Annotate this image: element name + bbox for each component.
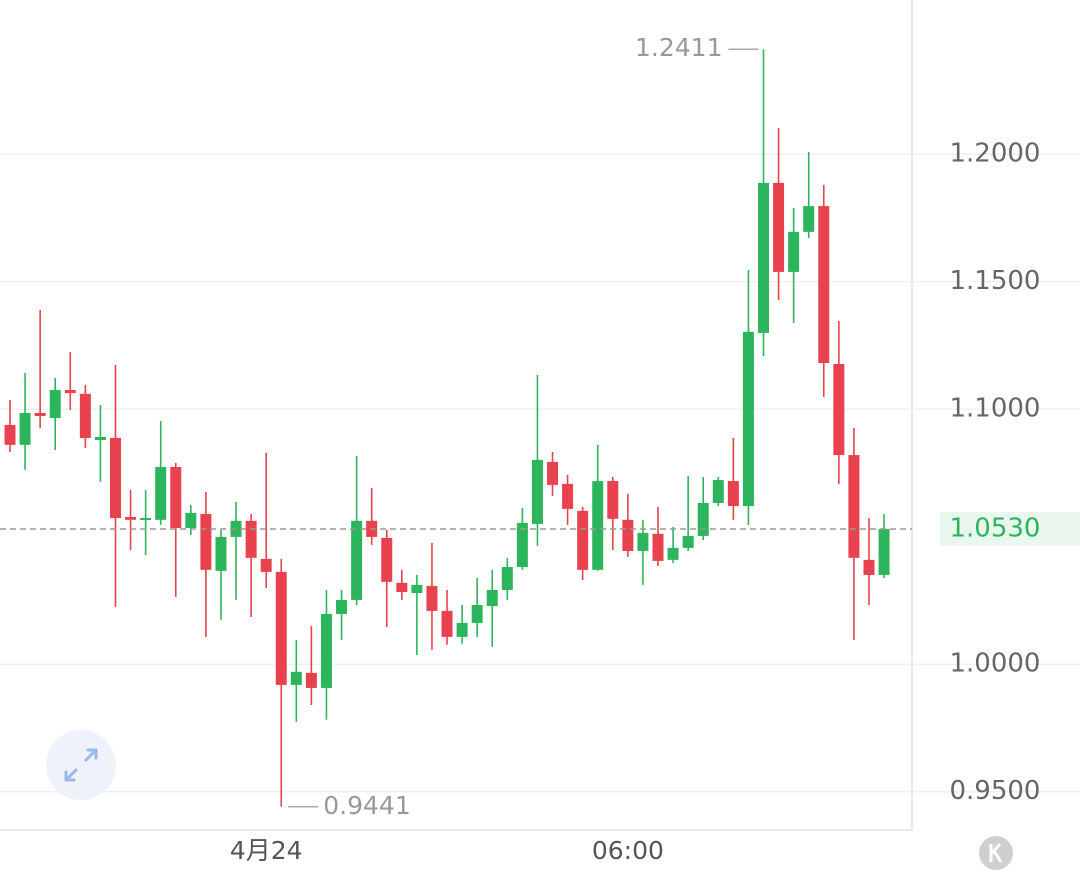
candle-body — [773, 182, 785, 272]
candle-body — [290, 671, 302, 685]
expand-button[interactable] — [46, 730, 116, 800]
candle-body — [19, 412, 31, 445]
candle-body — [411, 584, 423, 594]
candle-body — [803, 206, 815, 232]
candle-body — [607, 481, 619, 519]
candle-body — [185, 512, 197, 528]
candle-body — [531, 459, 543, 524]
candle-body — [170, 467, 182, 528]
candle-body — [637, 532, 649, 551]
candle-body — [351, 520, 363, 600]
candle-body — [230, 520, 242, 537]
x-tick-label: 06:00 — [592, 836, 664, 865]
candle-body — [622, 519, 634, 551]
candle-body — [4, 424, 16, 445]
candle-body — [727, 481, 739, 507]
high-label: 1.2411 — [635, 33, 722, 62]
candle-body — [441, 610, 453, 637]
candle-body — [305, 672, 317, 688]
candle-body — [49, 390, 61, 419]
candle-body — [516, 522, 528, 568]
candle-body — [742, 331, 754, 507]
candle-body — [155, 467, 167, 520]
candle-body — [34, 412, 46, 417]
candle-body — [682, 535, 694, 548]
button-bg — [46, 730, 116, 800]
candle-body — [848, 455, 860, 558]
candle-body — [275, 571, 287, 685]
candle-body — [471, 605, 483, 623]
candle-body — [245, 520, 257, 558]
k-button[interactable] — [979, 836, 1013, 870]
candle-body — [260, 558, 272, 572]
candle-body — [125, 517, 137, 520]
candle-body — [426, 585, 438, 611]
y-tick-label: 1.1000 — [950, 394, 1041, 424]
candle-body — [79, 393, 91, 438]
candle-body — [667, 547, 679, 560]
candle-body — [833, 363, 845, 456]
candle-body — [863, 559, 875, 575]
candle-body — [592, 481, 604, 570]
candle-body — [788, 231, 800, 272]
candle-body — [109, 437, 121, 519]
candle-body — [818, 206, 830, 363]
candle-body — [94, 436, 106, 440]
candle-body — [697, 502, 709, 536]
candle-body — [320, 613, 332, 688]
candle-body — [381, 537, 393, 582]
last-price-label: 1.0530 — [950, 514, 1041, 544]
candle-body — [486, 589, 498, 607]
candle-body — [562, 483, 574, 509]
candle-body — [577, 510, 589, 570]
low-label: 0.9441 — [323, 791, 410, 820]
candle-body — [712, 480, 724, 503]
expand-icon — [64, 748, 98, 782]
candle-body — [652, 533, 664, 561]
candle-body — [547, 461, 559, 485]
y-tick-label: 0.9500 — [950, 776, 1041, 806]
y-tick-label: 1.2000 — [950, 139, 1041, 169]
candle-body — [200, 513, 212, 570]
candle-body — [140, 518, 152, 521]
y-tick-label: 1.0000 — [950, 649, 1041, 679]
candle-body — [878, 529, 890, 575]
candle-body — [215, 536, 227, 571]
y-tick-label: 1.1500 — [950, 266, 1041, 296]
candle-body — [64, 390, 76, 394]
candle-body — [336, 599, 348, 614]
candle-body — [501, 567, 513, 590]
candle-body — [758, 182, 769, 333]
last-price-bg — [940, 512, 1080, 547]
candle-body — [456, 622, 468, 637]
k-icon — [989, 842, 1003, 863]
x-tick-label: 4月24 — [230, 836, 303, 865]
candle-body — [396, 582, 408, 593]
